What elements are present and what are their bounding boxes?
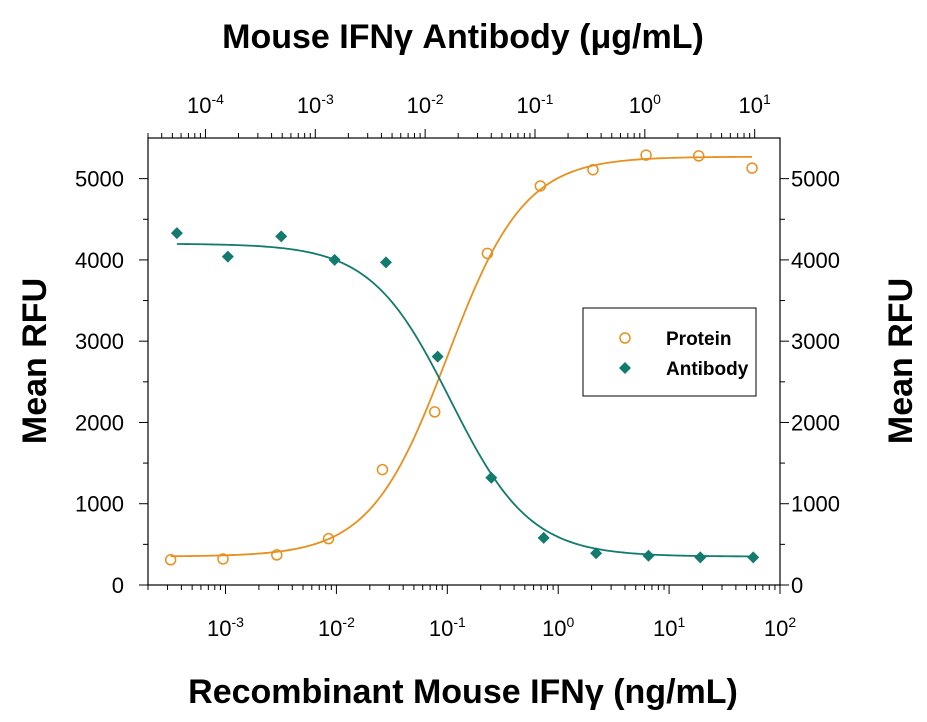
tick-label: 0 <box>791 573 803 598</box>
tick-label: 2000 <box>75 410 124 435</box>
tick-label: 3000 <box>791 329 840 354</box>
bottom-axis-title: Recombinant Mouse IFNγ (ng/mL) <box>188 673 738 711</box>
point-antibody <box>431 350 444 363</box>
point-protein <box>640 149 652 161</box>
fit-curve-antibody <box>176 243 754 558</box>
tick-label: 0 <box>112 573 124 598</box>
tick-label: 10-1 <box>517 91 554 118</box>
legend-label-antibody: Antibody <box>666 359 749 380</box>
left-axis-ticks: 0 1000 2000 3000 4000 5000 <box>75 167 148 598</box>
legend: Protein Antibody <box>582 307 757 397</box>
data-points <box>164 149 760 566</box>
plot-frame <box>147 137 781 586</box>
tick-label: 5000 <box>791 167 840 192</box>
tick-label: 1000 <box>791 492 840 517</box>
point-protein <box>322 532 335 545</box>
point-antibody <box>747 551 760 564</box>
point-protein <box>217 553 229 565</box>
point-protein <box>534 180 547 192</box>
bottom-axis-ticks: 10-3 10-2 10-1 100 101 102 <box>147 585 796 641</box>
legend-label-protein: Protein <box>666 329 731 350</box>
right-axis-title: Mean RFU <box>882 278 920 444</box>
top-axis-title: Mouse IFNγ Antibody (μg/mL) <box>222 18 704 56</box>
tick-label: 10-2 <box>407 91 444 118</box>
tick-label: 10-1 <box>429 614 466 641</box>
point-protein <box>376 463 389 476</box>
point-protein <box>481 247 494 260</box>
point-antibody <box>379 256 392 269</box>
tick-label: 100 <box>629 91 661 118</box>
tick-label: 4000 <box>791 248 840 273</box>
point-antibody <box>328 253 341 266</box>
point-antibody <box>170 227 183 240</box>
tick-label: 10-4 <box>187 91 224 118</box>
legend-box <box>582 307 757 397</box>
legend-marker-antibody <box>619 362 631 374</box>
point-protein <box>692 150 705 162</box>
tick-label: 101 <box>739 91 771 118</box>
point-antibody <box>275 230 288 243</box>
fit-curve-protein <box>170 155 753 558</box>
point-antibody <box>590 547 603 560</box>
tick-label: 100 <box>542 614 574 641</box>
tick-label: 4000 <box>75 248 124 273</box>
point-antibody <box>537 531 550 544</box>
tick-label: 10-3 <box>207 614 244 641</box>
tick-label: 5000 <box>75 167 124 192</box>
tick-label: 10-3 <box>297 91 334 118</box>
tick-label: 102 <box>764 614 796 641</box>
point-protein <box>164 554 177 566</box>
point-antibody <box>485 471 498 484</box>
fit-curves <box>170 155 754 558</box>
right-axis-ticks: 0 1000 2000 3000 4000 5000 <box>780 167 840 598</box>
point-antibody <box>221 250 234 263</box>
tick-label: 101 <box>653 614 685 641</box>
point-protein <box>587 163 599 176</box>
tick-label: 1000 <box>75 492 124 517</box>
tick-label: 3000 <box>75 329 124 354</box>
left-axis-title: Mean RFU <box>16 278 54 444</box>
point-protein <box>428 406 441 418</box>
point-antibody <box>642 549 655 562</box>
tick-label: 2000 <box>791 410 840 435</box>
tick-label: 10-2 <box>318 614 355 641</box>
point-protein <box>271 549 283 561</box>
point-protein <box>746 162 758 174</box>
top-axis-ticks: 10-4 10-3 10-2 10-1 100 101 <box>147 91 771 138</box>
legend-marker-protein <box>619 332 631 344</box>
point-antibody <box>694 551 707 564</box>
